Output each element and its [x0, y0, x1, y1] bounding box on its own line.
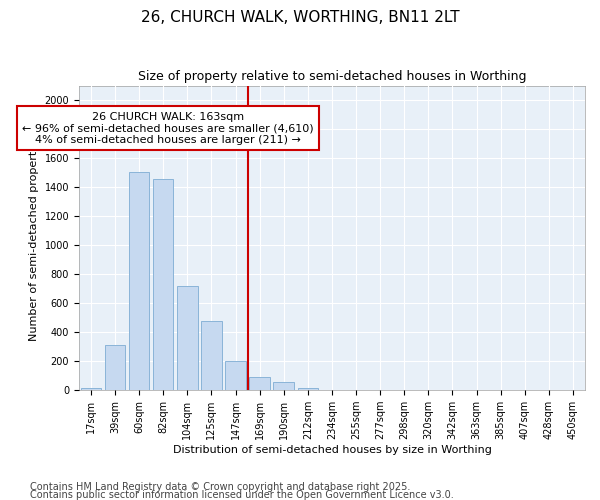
Bar [80, 388, 101, 390]
Bar [201, 320, 221, 390]
Text: Contains public sector information licensed under the Open Government Licence v3: Contains public sector information licen… [30, 490, 454, 500]
Bar [250, 377, 270, 390]
Bar [274, 382, 294, 390]
Bar [298, 388, 318, 390]
Bar [105, 344, 125, 390]
Title: Size of property relative to semi-detached houses in Worthing: Size of property relative to semi-detach… [137, 70, 526, 83]
Y-axis label: Number of semi-detached properties: Number of semi-detached properties [29, 135, 39, 341]
X-axis label: Distribution of semi-detached houses by size in Worthing: Distribution of semi-detached houses by … [173, 445, 491, 455]
Bar [177, 286, 197, 390]
Bar [153, 179, 173, 390]
Bar [225, 361, 246, 390]
Bar [129, 172, 149, 390]
Text: 26 CHURCH WALK: 163sqm
← 96% of semi-detached houses are smaller (4,610)
4% of s: 26 CHURCH WALK: 163sqm ← 96% of semi-det… [22, 112, 314, 145]
Text: Contains HM Land Registry data © Crown copyright and database right 2025.: Contains HM Land Registry data © Crown c… [30, 482, 410, 492]
Text: 26, CHURCH WALK, WORTHING, BN11 2LT: 26, CHURCH WALK, WORTHING, BN11 2LT [140, 10, 460, 25]
